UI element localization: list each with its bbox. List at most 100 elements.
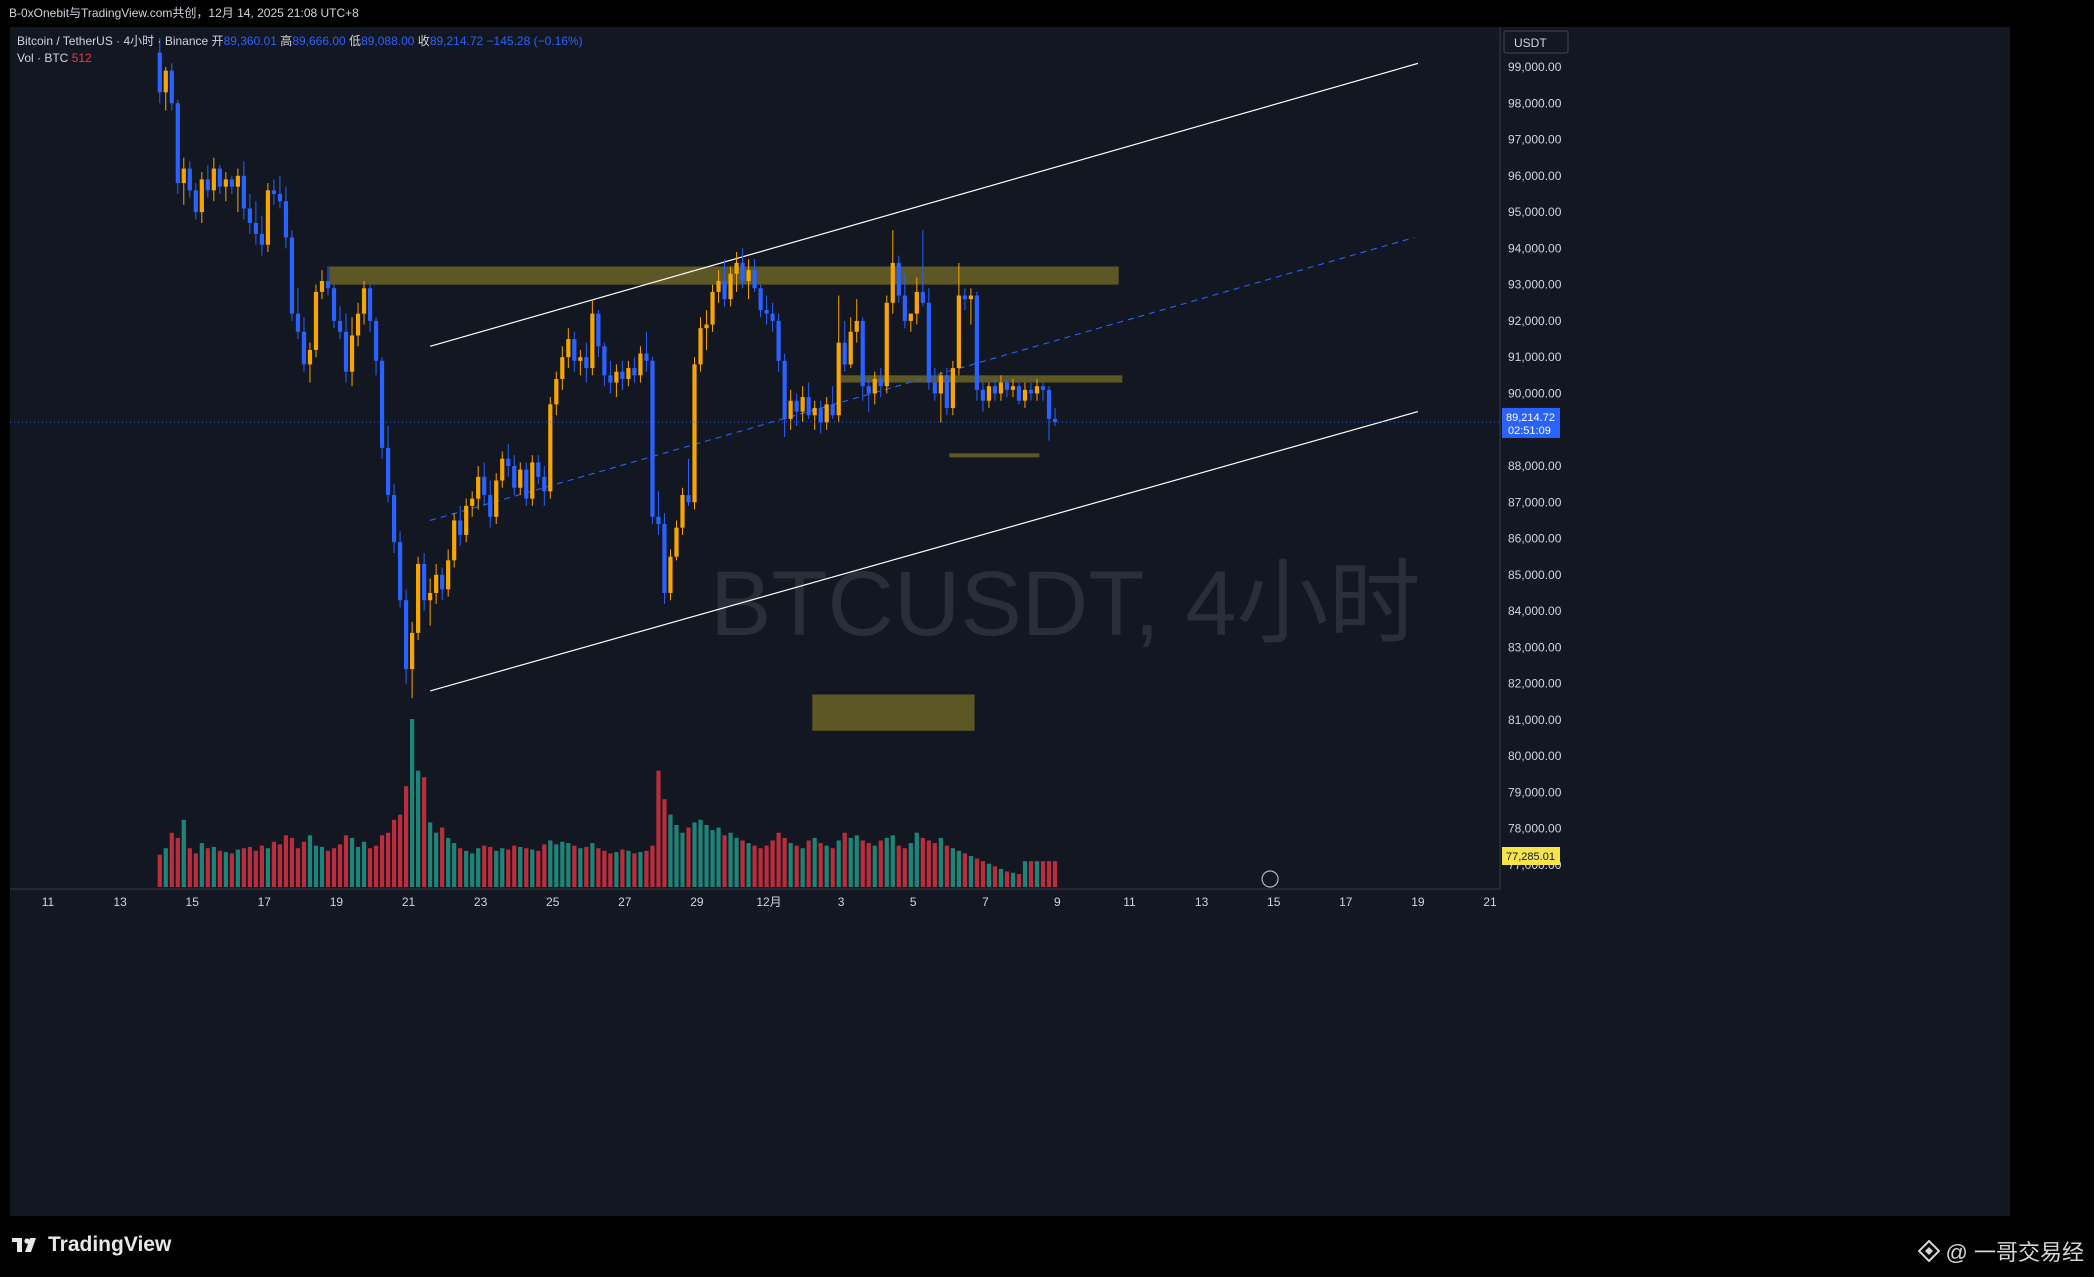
candle-body: [1052, 418, 1058, 423]
volume-bar: [824, 845, 829, 887]
candle-body: [289, 237, 295, 314]
candle-body: [800, 397, 805, 412]
legend-open-value: 89,360.01: [223, 34, 277, 48]
candle-body: [319, 281, 325, 292]
price-tick-label: 87,000.00: [1508, 495, 1562, 509]
legend-high-label: 高: [280, 34, 293, 48]
chart-legend: Bitcoin / TetherUS · 4小时 · Binance 开89,3…: [17, 33, 583, 67]
price-tick-label: 81,000.00: [1508, 713, 1562, 727]
volume-bar: [758, 848, 763, 887]
candle-body: [710, 291, 715, 325]
price-tick-label: 83,000.00: [1508, 640, 1562, 654]
legend-volume-row: Vol · BTC 512: [17, 50, 583, 67]
volume-bar: [812, 837, 817, 887]
price-tick-label: 93,000.00: [1508, 278, 1562, 292]
volume-bar: [319, 846, 325, 887]
volume-bar: [181, 819, 186, 887]
volume-bar: [157, 854, 162, 887]
volume-bar: [548, 840, 553, 887]
volume-bar: [908, 843, 913, 887]
candle-body: [818, 407, 823, 423]
volume-bar: [1022, 861, 1028, 887]
time-tick-label: 29: [690, 895, 704, 909]
volume-bar: [782, 837, 787, 887]
volume-bar: [361, 841, 367, 887]
time-tick-label: 9: [1054, 895, 1061, 909]
candle-body: [776, 320, 781, 361]
time-tick-label: 19: [330, 895, 344, 909]
volume-bar: [746, 843, 751, 887]
candle-body: [482, 476, 487, 496]
candle-body: [422, 563, 427, 601]
time-tick-label: 13: [1195, 895, 1209, 909]
volume-bar: [283, 835, 289, 887]
price-axis[interactable]: USDT 99,000.00 98,000.00 97,000.00 96,000.00…: [1499, 27, 2010, 1216]
price-tick-label: 95,000.00: [1508, 205, 1562, 219]
candle-body: [169, 70, 174, 104]
volume-bar: [638, 852, 643, 887]
candle-body: [986, 386, 992, 401]
volume-bar: [325, 850, 331, 887]
time-tick-label: 15: [1267, 895, 1281, 909]
candle-body: [866, 386, 871, 394]
candle-body: [620, 371, 625, 379]
candle-body: [530, 462, 535, 499]
candle-body: [277, 193, 283, 202]
candle-body: [878, 378, 883, 387]
candle-body: [349, 335, 355, 372]
volume-bar: [235, 849, 240, 887]
candle-body: [1010, 386, 1016, 390]
candle-body: [632, 368, 637, 376]
zone-rect: [329, 266, 1119, 285]
volume-bar: [241, 848, 246, 887]
volume-bar: [794, 845, 799, 887]
volume-bar: [428, 822, 433, 887]
volume-bar: [932, 843, 937, 887]
volume-bar: [848, 837, 853, 887]
candle-body: [265, 190, 271, 245]
last-price-badge: [1502, 407, 1560, 438]
volume-bar: [343, 835, 349, 887]
candle-body: [367, 288, 373, 321]
volume-bar: [397, 814, 403, 887]
chart-pane[interactable]: BTCUSDT, 4小时 USDT 99,000.00 98,000.00 97,00…: [10, 27, 2010, 1216]
tradingview-logo[interactable]: TradingView: [12, 1233, 171, 1257]
time-axis[interactable]: 11 13 15 17 19 21 23 25 27 29 12月 3 5 7 9 11 13 15 17 19 21: [10, 888, 1500, 909]
legend-volume-label[interactable]: Vol · BTC: [17, 51, 69, 65]
candle-body: [728, 273, 733, 300]
volume-bar: [662, 799, 667, 887]
candle-body: [488, 495, 493, 517]
time-tick-label: 17: [1339, 895, 1353, 909]
candle-body: [746, 270, 751, 282]
candle-body: [464, 505, 469, 535]
candle-body: [458, 520, 463, 535]
candle-body: [674, 527, 679, 557]
volume-bar: [818, 843, 823, 887]
candle-body: [542, 476, 547, 492]
volume-bar: [391, 819, 397, 887]
candle-body: [271, 190, 277, 194]
time-tick-label: 19: [1411, 895, 1425, 909]
price-tick-label: 79,000.00: [1508, 785, 1562, 799]
candle-body: [211, 168, 216, 191]
legend-symbol[interactable]: Bitcoin / TetherUS · 4小时 · Binance: [17, 34, 209, 48]
volume-bar: [842, 832, 847, 887]
candle-body: [295, 313, 301, 332]
volume-bar: [896, 845, 901, 887]
volume-bar: [355, 846, 361, 887]
volume-bar: [506, 849, 511, 887]
volume-bar: [572, 845, 577, 887]
price-axis-bg: [1500, 27, 2010, 1216]
candle-body: [626, 368, 631, 379]
candle-body: [794, 400, 799, 412]
price-tick-label: 99,000.00: [1508, 60, 1562, 74]
candle-body: [416, 563, 421, 633]
price-tick-label: 80,000.00: [1508, 749, 1562, 763]
candle-body: [698, 328, 703, 365]
candle-body: [656, 516, 661, 525]
chart-canvas[interactable]: BTCUSDT, 4小时 USDT 99,000.00 98,000.00 97,00…: [10, 27, 2010, 1216]
zone-rect: [949, 453, 1040, 458]
candle-body: [1004, 382, 1010, 390]
candle-body: [163, 70, 168, 93]
